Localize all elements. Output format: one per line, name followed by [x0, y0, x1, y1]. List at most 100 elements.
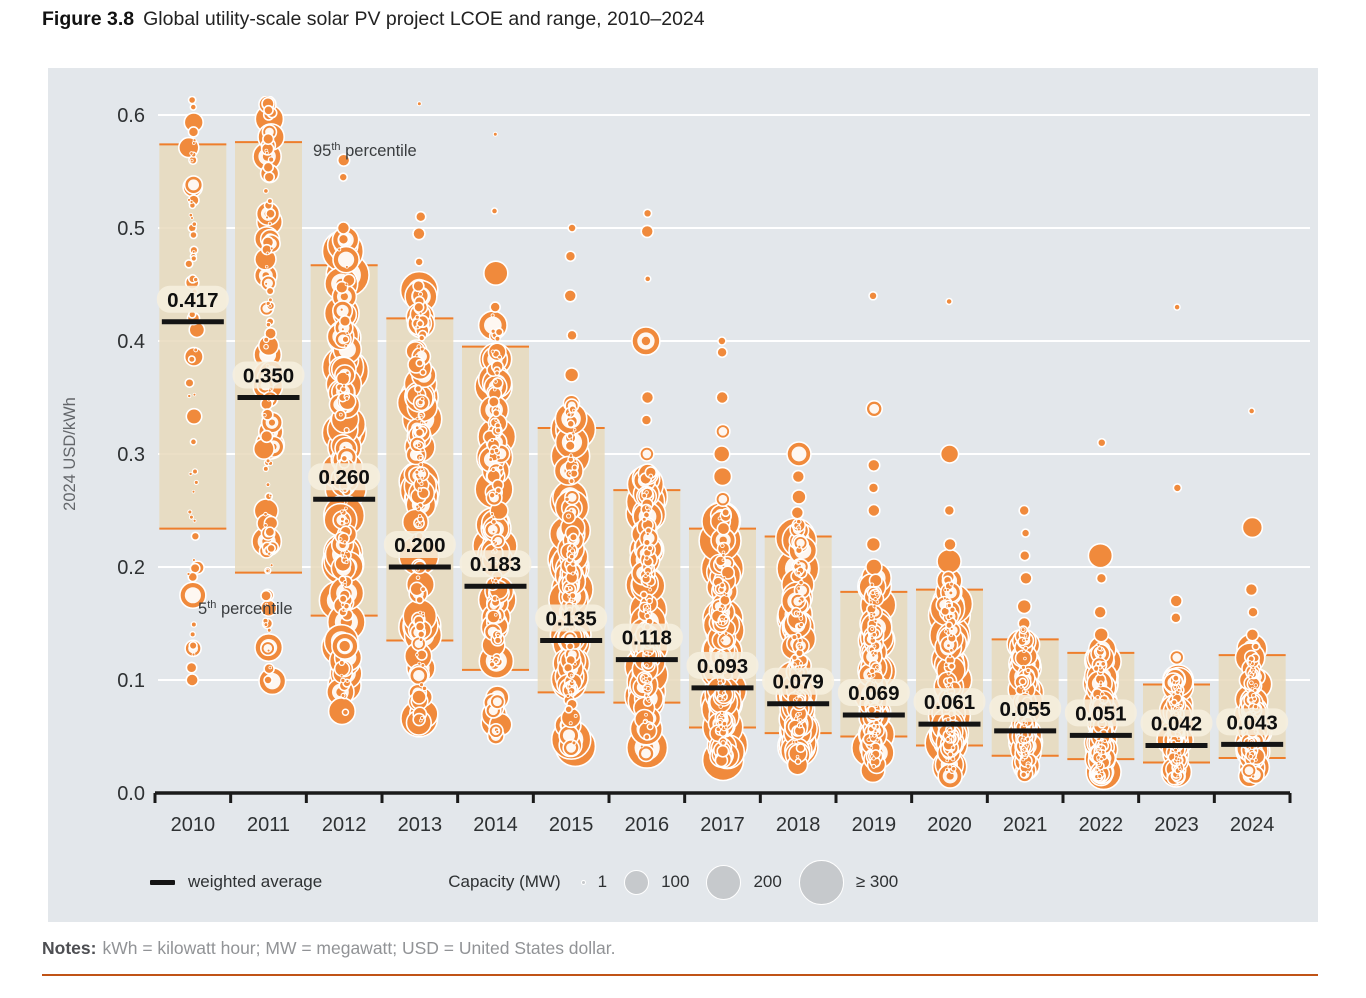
bubble	[1097, 646, 1103, 651]
bubble	[718, 704, 723, 709]
bubble	[790, 505, 805, 520]
y-tick-label-0.5: 0.5	[117, 218, 145, 240]
bubble	[947, 662, 956, 671]
bubble	[948, 606, 957, 614]
bubble	[343, 518, 350, 524]
bubble	[1020, 528, 1031, 538]
bottom-rule	[42, 974, 1318, 976]
bubble	[646, 532, 650, 536]
bubble	[259, 429, 274, 444]
bubble	[497, 464, 504, 471]
bubble	[871, 763, 877, 769]
bubble	[643, 275, 652, 283]
bubble	[875, 600, 880, 604]
bubble	[1018, 743, 1023, 747]
bubble	[1093, 626, 1110, 643]
x-tick-label-2016: 2016	[625, 814, 670, 836]
bubble	[1022, 723, 1027, 728]
x-tick-label-2022: 2022	[1079, 814, 1124, 836]
bubble	[192, 138, 197, 143]
bubble	[262, 465, 270, 473]
bubble	[568, 532, 578, 542]
bubble	[571, 740, 577, 746]
bubble	[265, 458, 271, 464]
bubble	[1170, 704, 1175, 709]
bubble	[563, 367, 580, 383]
legend-size-item: 200	[706, 864, 782, 900]
bubble	[1018, 504, 1030, 517]
x-tick-label-2021: 2021	[1003, 814, 1048, 836]
bubble	[492, 131, 498, 137]
notes: Notes: kWh = kilowatt hour; MW = megawatt…	[42, 938, 616, 959]
bubble	[792, 662, 797, 667]
bubble	[1171, 674, 1180, 683]
bubble	[573, 459, 578, 463]
bubble	[187, 96, 197, 105]
bubble-inner-ring	[791, 446, 807, 462]
value-label-pill-2021	[989, 694, 1062, 722]
bubble	[943, 662, 949, 668]
bubble	[717, 680, 723, 686]
bubble	[420, 467, 424, 471]
bubble	[188, 640, 198, 651]
bubble	[1102, 738, 1107, 743]
value-label-pill-2010	[156, 285, 229, 313]
bubble-inner-dot	[268, 419, 276, 426]
bubble	[192, 518, 197, 523]
x-tick-label-2013: 2013	[398, 814, 443, 836]
bubble	[646, 544, 654, 552]
bubble	[1247, 660, 1253, 665]
bubble	[189, 630, 197, 638]
bubble	[567, 595, 571, 599]
bubble	[1023, 656, 1027, 661]
value-label-pill-2012	[308, 463, 381, 491]
bubble	[420, 475, 424, 480]
bubble	[720, 543, 725, 548]
bubble	[411, 689, 427, 705]
bubble	[724, 593, 729, 597]
bubble	[876, 731, 880, 736]
bubble	[494, 370, 500, 376]
bubble	[490, 467, 496, 473]
weighted-average-value-2018: 0.079	[773, 671, 824, 694]
bubble	[873, 618, 878, 623]
bubble	[338, 172, 349, 182]
bubble	[945, 758, 949, 763]
bubble	[1025, 637, 1029, 642]
bubble	[340, 550, 346, 556]
bubble	[337, 639, 352, 653]
bubble	[643, 733, 651, 741]
bubble	[490, 512, 495, 516]
bubble	[498, 617, 502, 622]
bubble	[343, 427, 350, 434]
bubble	[647, 699, 652, 703]
bubble	[336, 221, 351, 235]
bubble	[486, 609, 501, 624]
bubble	[712, 466, 733, 487]
bubble	[798, 723, 803, 728]
legend-size-label: 100	[661, 872, 690, 891]
bubble	[491, 408, 501, 418]
bubble	[1245, 627, 1260, 642]
bubble	[191, 250, 196, 254]
bubble	[1021, 735, 1026, 740]
bubble	[413, 301, 425, 313]
bubble	[1099, 756, 1104, 762]
bubble	[338, 594, 348, 604]
bubble	[721, 550, 726, 555]
bubble	[340, 693, 346, 698]
bubble	[712, 445, 731, 463]
legend-size-item: 100	[624, 869, 690, 895]
bubble	[338, 659, 345, 667]
bubble	[943, 629, 948, 634]
bubble	[415, 325, 420, 330]
bubble	[339, 307, 344, 312]
bubble	[262, 187, 269, 194]
bubble	[720, 711, 724, 715]
bubble	[870, 635, 874, 640]
bubble	[342, 383, 346, 388]
bubble	[643, 685, 648, 690]
bubble	[1025, 690, 1029, 695]
bubble	[873, 729, 878, 733]
bubble	[263, 343, 269, 350]
